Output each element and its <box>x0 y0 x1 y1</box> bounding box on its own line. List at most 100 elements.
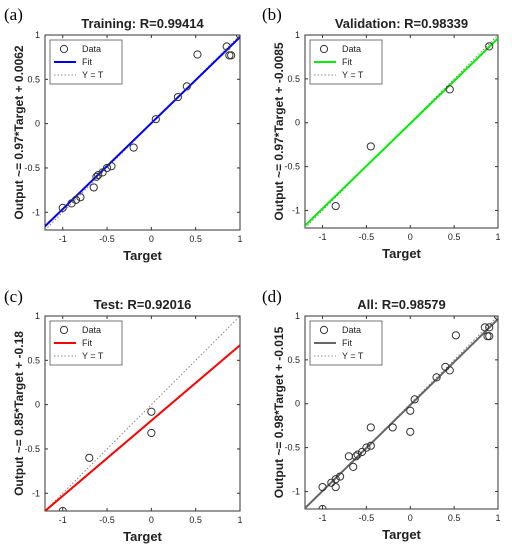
legend-label-fit: Fit <box>82 338 92 348</box>
chart-title: Test: R=0.92016 <box>94 297 192 312</box>
data-point <box>349 462 358 471</box>
chart-panel-3: (c) Test: R=0.92016 -1 -0.5 0 0.5 1 -1 -0.5 0 0.5 1… <box>4 287 243 544</box>
panel-label: (c) <box>4 287 23 306</box>
y-axis-label: Output ~= 0.85*Target + -0.18 <box>12 331 26 496</box>
y-tick-label: 0 <box>295 399 300 409</box>
data-point <box>406 427 415 436</box>
x-tick-label: -1 <box>59 515 67 525</box>
data-point <box>366 142 375 151</box>
y-tick-label: 0.5 <box>287 355 300 365</box>
y-tick-label: -0.5 <box>284 162 300 172</box>
x-tick-label: -1 <box>319 232 327 242</box>
data-point <box>366 423 375 432</box>
legend: Data Fit Y = T <box>49 320 123 366</box>
legend-label-data: Data <box>342 325 361 335</box>
data-point <box>89 183 98 192</box>
legend-label-identity: Y = T <box>342 70 364 80</box>
data-point <box>485 323 494 332</box>
data-point <box>193 50 202 59</box>
identity-line <box>45 316 240 511</box>
legend-label-fit: Fit <box>342 57 352 67</box>
plot-marks <box>45 35 240 230</box>
data-point <box>151 115 160 124</box>
data-point <box>235 35 240 40</box>
x-axis-label: Target <box>123 248 162 263</box>
legend-label-data: Data <box>342 44 361 54</box>
y-tick-label: -1 <box>292 486 300 496</box>
x-tick-label: 0.5 <box>448 513 461 523</box>
fit-line <box>305 318 498 509</box>
x-axis-label: Target <box>382 246 421 261</box>
data-point <box>445 85 454 94</box>
x-tick-label: 1 <box>495 513 500 523</box>
x-tick-label: 0 <box>408 232 413 242</box>
data-point <box>335 472 345 481</box>
fit-line <box>305 37 498 227</box>
legend-marker-data <box>319 44 329 54</box>
plot-marks <box>305 35 498 228</box>
data-point <box>331 482 340 492</box>
y-tick-label: -0.5 <box>24 163 40 173</box>
data-point <box>485 332 494 341</box>
data-point <box>129 143 138 152</box>
y-axis-label: Output ~= 0.97*Target + 0.0062 <box>12 45 26 220</box>
chart-title: Training: R=0.99414 <box>81 16 204 31</box>
y-tick-label: 1 <box>35 311 40 321</box>
y-tick-label: 0.5 <box>27 74 40 84</box>
data-point <box>366 441 375 450</box>
x-tick-label: -0.5 <box>359 513 375 523</box>
y-axis-label: Output ~= 0.98*Target + -0.015 <box>272 326 286 498</box>
x-tick-label: -0.5 <box>99 234 115 244</box>
panel-label: (a) <box>4 5 23 24</box>
y-tick-label: 0 <box>295 118 300 128</box>
x-tick-label: 1 <box>495 232 500 242</box>
x-tick-label: 1 <box>237 515 242 525</box>
y-tick-label: -0.5 <box>284 443 300 453</box>
data-point <box>227 51 236 60</box>
y-axis-label: Output ~= 0.97*Target + -0.0085 <box>272 42 286 221</box>
plot-marks <box>305 316 498 509</box>
data-point <box>485 42 494 51</box>
data-point <box>480 323 489 332</box>
data-point <box>94 170 103 180</box>
data-point <box>331 475 340 484</box>
data-point <box>357 447 367 457</box>
legend-marker-data <box>59 44 69 54</box>
panel-label: (d) <box>262 287 282 306</box>
y-tick-label: 1 <box>295 30 300 40</box>
data-point <box>362 443 371 452</box>
data-point <box>318 504 327 509</box>
y-tick-label: -0.5 <box>24 444 40 454</box>
y-tick-label: 0.5 <box>27 355 40 365</box>
y-tick-label: 0 <box>35 119 40 129</box>
y-tick-label: 1 <box>295 311 300 321</box>
chart-panel-1: (a) Training: R=0.99414 -1 -0.5 0 0.5 1 -1 -0.5 0… <box>4 5 243 263</box>
x-tick-label: 0 <box>149 515 154 525</box>
y-tick-label: -1 <box>292 205 300 215</box>
x-tick-label: 0.5 <box>448 232 461 242</box>
y-tick-label: -1 <box>32 207 40 217</box>
data-point <box>406 406 415 415</box>
legend-label-data: Data <box>82 325 101 335</box>
y-tick-label: 0 <box>35 400 40 410</box>
data-point <box>147 428 156 438</box>
y-tick-label: 1 <box>35 30 40 40</box>
data-point <box>445 366 454 375</box>
x-tick-label: -0.5 <box>359 232 375 242</box>
data-point <box>58 506 67 511</box>
legend: Data Fit Y = T <box>49 39 123 85</box>
x-tick-label: -1 <box>319 513 327 523</box>
legend-label-data: Data <box>82 44 101 54</box>
data-point <box>432 373 441 382</box>
plot-marks <box>45 316 240 511</box>
chart-panel-2: (b) Validation: R=0.98339 -1 -0.5 0 0.5 1 -1 -0.… <box>262 5 501 261</box>
data-point <box>85 453 94 462</box>
data-point <box>222 42 231 51</box>
y-tick-label: -1 <box>32 488 40 498</box>
data-point <box>331 201 340 211</box>
x-axis-label: Target <box>382 527 421 542</box>
data-point <box>351 452 360 461</box>
x-tick-label: 0 <box>408 513 413 523</box>
legend-label-fit: Fit <box>342 338 352 348</box>
data-point <box>98 168 107 177</box>
